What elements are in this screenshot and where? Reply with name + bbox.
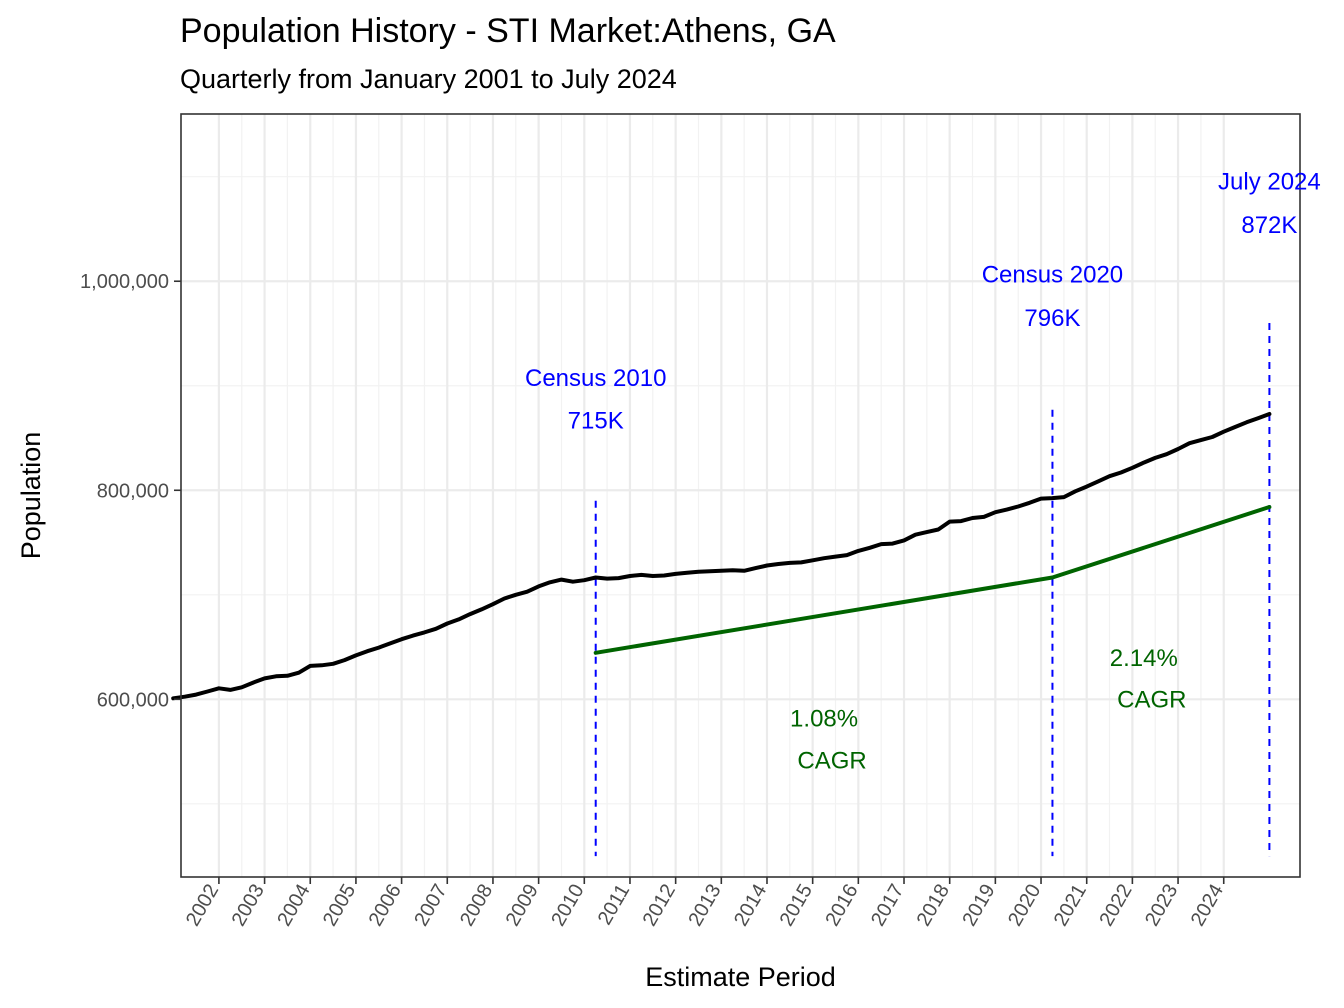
x-tick-label: 2005: [319, 881, 360, 931]
x-tick-label: 2012: [639, 881, 680, 931]
x-tick-label: 2004: [273, 881, 314, 931]
census-2010-label: Census 2010: [525, 365, 666, 392]
y-axis-title: Population: [16, 432, 46, 560]
x-tick-label: 2024: [1187, 881, 1228, 931]
july-2024-value: 872K: [1241, 212, 1297, 239]
x-tick-label: 2018: [913, 881, 954, 931]
x-tick-label: 2017: [867, 881, 908, 931]
x-tick-label: 2010: [547, 881, 588, 931]
census-2020-value: 796K: [1024, 305, 1080, 332]
grid: [181, 114, 1300, 877]
x-tick-label: 2016: [821, 881, 862, 931]
chart-title: Population History - STI Market:Athens, …: [180, 12, 836, 50]
x-tick-label: 2002: [182, 881, 223, 931]
x-tick-label: 2008: [456, 881, 497, 931]
cagr-2020-2024-rate: 2.14%: [1110, 645, 1178, 672]
x-tick-label: 2015: [776, 881, 817, 931]
cagr-2010-2020-rate: 1.08%: [790, 705, 858, 732]
census-2010-value: 715K: [568, 408, 624, 435]
x-tick-label: 2014: [730, 881, 771, 931]
x-tick-label: 2007: [410, 881, 451, 931]
x-tick-label: 2009: [502, 881, 543, 931]
y-tick-label: 600,000: [97, 689, 169, 711]
x-tick-label: 2021: [1050, 881, 1091, 931]
x-tick-label: 2023: [1141, 881, 1182, 931]
population-line: [171, 412, 1272, 701]
x-tick-label: 2013: [684, 881, 725, 931]
x-tick-label: 2003: [228, 881, 269, 931]
census-reference-lines: [594, 323, 1271, 857]
y-tick-label: 1,000,000: [80, 271, 169, 293]
cagr-2020-2024-label: CAGR: [1117, 687, 1186, 714]
july-2024-label: July 2024: [1218, 168, 1321, 195]
x-tick-label: 2006: [365, 881, 406, 931]
x-tick-label: 2019: [958, 880, 999, 930]
y-tick-label: 800,000: [97, 480, 169, 502]
x-tick-label: 2011: [594, 881, 635, 929]
panel-border: [180, 113, 1301, 878]
series-lines: [171, 412, 1272, 701]
x-tick-label: 2020: [1004, 881, 1045, 931]
annotations: Census 2010 715K Census 2020 796K July 2024 8…: [525, 168, 1321, 774]
cagr-trend-line: [593, 505, 1272, 655]
x-tick-label: 2022: [1095, 881, 1136, 931]
x-axis-title: Estimate Period: [645, 962, 836, 992]
chart-subtitle: Quarterly from January 2001 to July 2024: [180, 64, 677, 94]
census-2020-label: Census 2020: [982, 261, 1123, 288]
cagr-2010-2020-label: CAGR: [797, 747, 866, 774]
